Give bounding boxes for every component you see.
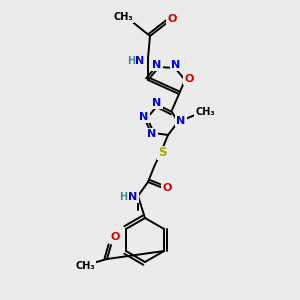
Text: CH₃: CH₃ [113, 12, 133, 22]
Text: H: H [127, 56, 135, 66]
Text: O: O [162, 183, 172, 193]
Text: N: N [135, 56, 145, 66]
Text: O: O [167, 14, 177, 24]
Text: N: N [152, 60, 162, 70]
Text: N: N [176, 116, 186, 126]
Text: S: S [158, 146, 166, 160]
Text: N: N [128, 192, 138, 202]
Text: CH₃: CH₃ [75, 261, 95, 271]
Text: N: N [171, 60, 181, 70]
Text: N: N [147, 129, 157, 139]
Text: H: H [119, 192, 127, 202]
Text: N: N [140, 112, 148, 122]
Text: N: N [152, 98, 162, 108]
Text: O: O [110, 232, 120, 242]
Text: O: O [184, 74, 194, 84]
Text: CH₃: CH₃ [195, 107, 215, 117]
